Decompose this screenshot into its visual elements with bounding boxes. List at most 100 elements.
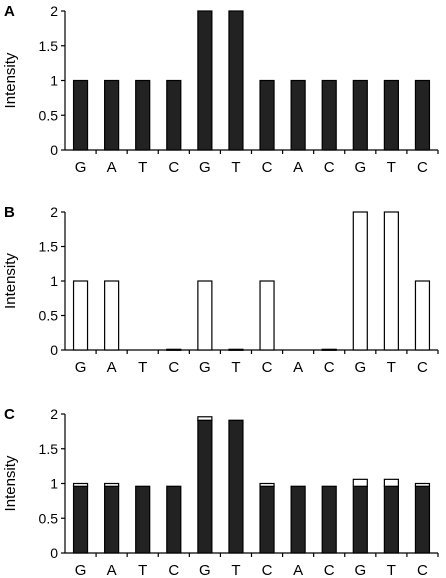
bar — [259, 280, 275, 351]
bar-segment — [197, 419, 213, 554]
x-tick-label: T — [231, 159, 240, 176]
y-axis-label: Intensity — [2, 455, 19, 511]
bar — [104, 280, 120, 351]
panel-B: B Intensity 0 0.5 1 1.5 2 G A T C G T C A C G T C — [2, 204, 439, 376]
bar — [414, 280, 431, 351]
bar-segment — [104, 485, 120, 554]
bar-segment — [321, 485, 337, 554]
bar-segment — [259, 482, 275, 487]
x-tick-label: C — [324, 359, 335, 376]
x-tick-label: C — [324, 159, 335, 176]
panel-letter: C — [4, 406, 15, 423]
y-tick-label: 1.5 — [39, 239, 59, 255]
bar-segment — [383, 478, 399, 487]
panel-letter: B — [4, 204, 15, 221]
x-tick-label: C — [417, 562, 428, 578]
x-tick-label: T — [387, 359, 396, 376]
panel-C: C Intensity 0 0.5 1 1.5 2 G A T C G T C A C G T C — [2, 406, 439, 578]
x-tick-label: G — [75, 359, 87, 376]
y-tick-label: 2 — [50, 3, 58, 19]
x-tick-label: G — [354, 359, 366, 376]
bar — [321, 348, 337, 351]
bar-segment — [104, 482, 120, 487]
x-tick-label: A — [293, 159, 303, 176]
x-tick-label: T — [231, 562, 240, 578]
bar — [352, 79, 368, 151]
y-tick-label: 0.5 — [39, 308, 59, 324]
bar — [228, 348, 244, 351]
x-tick-label: C — [262, 562, 273, 578]
x-tick-label: T — [231, 359, 240, 376]
x-tick-label: A — [293, 562, 303, 578]
bar — [259, 79, 275, 151]
bar-segment — [352, 478, 368, 487]
bar — [383, 211, 399, 351]
bar-segment — [352, 485, 368, 554]
bar-segment — [197, 416, 213, 421]
x-tick-label: A — [107, 562, 117, 578]
y-tick-label: 1.5 — [39, 38, 59, 54]
y-axis-label: Intensity — [2, 52, 19, 108]
bar — [321, 79, 337, 151]
x-tick-label: T — [138, 159, 147, 176]
bar — [72, 79, 89, 151]
y-tick-label: 0.5 — [39, 107, 59, 123]
bar — [290, 79, 306, 151]
x-tick-label: A — [293, 359, 303, 376]
y-tick-label: 1.5 — [39, 441, 59, 457]
y-tick-label: 1 — [50, 73, 58, 89]
y-axis-label: Intensity — [2, 253, 19, 309]
x-tick-label: C — [168, 562, 179, 578]
bar-segment — [166, 485, 182, 554]
x-tick-label: A — [107, 159, 117, 176]
bar — [352, 211, 368, 351]
bar — [383, 79, 399, 151]
bar-segment — [414, 482, 431, 487]
x-tick-label: C — [262, 359, 273, 376]
bar-segment — [290, 485, 306, 554]
bar — [166, 348, 182, 351]
x-tick-label: C — [417, 159, 428, 176]
x-tick-label: G — [75, 562, 87, 578]
panel-A: A Intensity 0 0.5 1 1.5 2 G A T C G T C A C G T C — [2, 3, 439, 176]
bar-segment — [414, 485, 431, 554]
bar-segment — [72, 482, 89, 487]
bar — [228, 10, 244, 151]
bar-segment — [383, 485, 399, 554]
bar — [104, 79, 120, 151]
x-tick-label: A — [107, 359, 117, 376]
bar — [166, 79, 182, 151]
y-tick-label: 0 — [50, 545, 58, 561]
x-tick-label: G — [199, 359, 211, 376]
y-tick-label: 0 — [50, 342, 58, 358]
x-tick-label: T — [387, 562, 396, 578]
y-tick-label: 1 — [50, 476, 58, 492]
y-tick-label: 2 — [50, 406, 58, 422]
y-tick-label: 0.5 — [39, 510, 59, 526]
x-tick-label: C — [417, 359, 428, 376]
panel-letter: A — [4, 3, 15, 20]
x-tick-label: G — [354, 562, 366, 578]
y-tick-label: 0 — [50, 142, 58, 158]
x-tick-label: T — [138, 562, 147, 578]
bar-segment — [228, 419, 244, 554]
bar — [135, 79, 151, 151]
bar-segment — [135, 485, 151, 554]
bar — [197, 280, 213, 351]
x-tick-label: G — [354, 159, 366, 176]
x-tick-label: G — [199, 562, 211, 578]
y-tick-label: 2 — [50, 204, 58, 220]
x-tick-label: T — [138, 359, 147, 376]
y-tick-label: 1 — [50, 273, 58, 289]
bar — [72, 280, 89, 351]
x-tick-label: C — [168, 159, 179, 176]
x-tick-label: T — [387, 159, 396, 176]
bar-segment — [72, 485, 89, 554]
bar — [414, 79, 431, 151]
x-tick-label: C — [168, 359, 179, 376]
bar — [197, 10, 213, 151]
x-tick-label: C — [324, 562, 335, 578]
bar-segment — [259, 485, 275, 554]
x-tick-label: G — [75, 159, 87, 176]
